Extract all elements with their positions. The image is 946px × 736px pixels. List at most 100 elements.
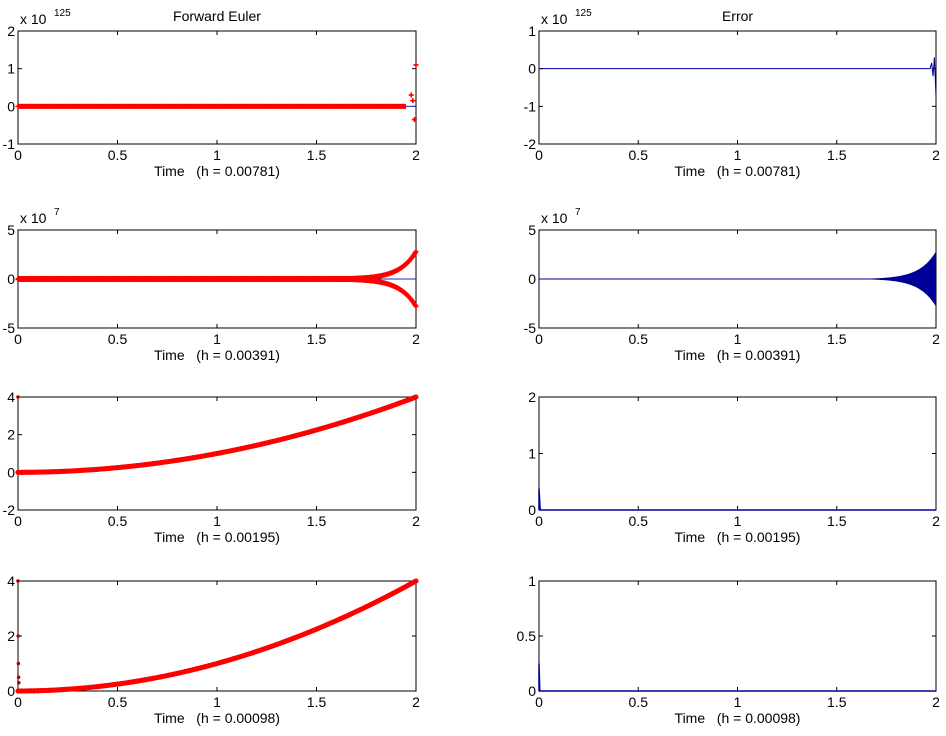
euler-point [397, 587, 403, 593]
y-tick-label: 4 [7, 573, 15, 589]
y-tick-label: 2 [7, 427, 15, 443]
euler-point [294, 432, 300, 438]
euler-point [214, 661, 220, 666]
euler-point [385, 593, 391, 599]
exact-solution-line [18, 580, 417, 692]
euler-point [365, 603, 371, 609]
x-tick-label: 1 [213, 694, 221, 710]
exponent-label: x 10 [541, 210, 568, 226]
euler-point [325, 621, 331, 627]
euler-point [373, 599, 379, 605]
x-axis-label: Time (h = 0.00195) [675, 529, 801, 545]
x-tick-label: 2 [412, 694, 420, 710]
x-tick-label: 0.5 [108, 331, 128, 347]
euler-point [186, 668, 192, 674]
euler-point [349, 416, 355, 422]
euler-point [353, 415, 359, 421]
x-tick-label: 0.5 [108, 147, 128, 163]
euler-point [381, 595, 387, 601]
euler-point [290, 433, 296, 439]
x-axis-label: Time (h = 0.00098) [154, 710, 280, 726]
euler-point [345, 417, 351, 423]
euler-point [262, 646, 268, 652]
y-tick-label: 1 [528, 446, 536, 462]
euler-point [166, 672, 172, 678]
axes-frame [17, 580, 417, 692]
euler-point [341, 614, 347, 620]
euler-point [317, 426, 323, 432]
euler-point [314, 626, 319, 632]
x-tick-label: 0 [14, 147, 22, 163]
exponent-power: 7 [54, 207, 60, 218]
euler-point [377, 407, 383, 413]
euler-point [278, 640, 284, 646]
euler-point [321, 425, 327, 431]
euler-point [246, 651, 252, 657]
euler-point [333, 618, 339, 624]
euler-point [393, 589, 399, 595]
y-tick-label: 1 [7, 61, 15, 77]
euler-point [278, 437, 284, 443]
euler-start-point [16, 579, 20, 583]
euler-point [158, 674, 164, 680]
euler-point [333, 421, 339, 427]
euler-point [369, 601, 375, 607]
x-tick-label: 1.5 [827, 331, 847, 347]
euler-point [282, 436, 288, 442]
euler-point [242, 652, 248, 658]
euler-point [409, 580, 415, 586]
euler-point [218, 659, 224, 665]
euler-point [238, 446, 244, 452]
euler-point [409, 395, 415, 401]
exponent-label: x 10 [20, 11, 47, 27]
x-axis-label: Time (h = 0.00098) [675, 710, 801, 726]
euler-start-point [16, 661, 21, 666]
x-tick-label: 2 [932, 331, 940, 347]
x-tick-label: 0.5 [629, 147, 649, 163]
euler-point [226, 657, 232, 663]
euler-point [302, 631, 308, 637]
euler-point [361, 412, 367, 418]
euler-point [413, 394, 419, 400]
error-oscillation [828, 252, 936, 306]
y-tick-label: 1 [528, 573, 536, 589]
euler-point [270, 643, 276, 649]
x-tick-label: 1.5 [827, 513, 847, 529]
euler-start-point [16, 634, 20, 638]
error-line [539, 57, 937, 97]
euler-point [266, 644, 272, 650]
x-axis-label: Time (h = 0.00391) [675, 347, 801, 363]
euler-point [302, 430, 308, 436]
x-tick-label: 1.5 [307, 694, 327, 710]
euler-curve [15, 578, 419, 694]
x-tick-label: 2 [412, 331, 420, 347]
axes-frame [538, 396, 937, 511]
euler-point [242, 445, 248, 451]
x-tick-label: 2 [932, 513, 940, 529]
x-tick-label: 2 [932, 147, 940, 163]
x-tick-label: 0 [14, 331, 22, 347]
euler-point [258, 647, 264, 653]
euler-point [325, 424, 331, 430]
euler-start-point [16, 395, 20, 399]
euler-point [246, 444, 252, 450]
y-tick-label: 2 [7, 628, 15, 644]
euler-point [381, 406, 387, 412]
euler-point [234, 447, 240, 453]
euler-point [401, 103, 407, 109]
euler-point [202, 664, 208, 670]
euler-point [413, 249, 419, 255]
euler-curve [15, 394, 419, 475]
axes-frame [538, 30, 937, 145]
x-tick-label: 1.5 [827, 147, 847, 163]
x-tick-label: 1 [213, 513, 221, 529]
y-tick-label: 1 [528, 23, 536, 39]
euler-point [361, 605, 367, 611]
euler-point [389, 403, 395, 409]
euler-point [397, 400, 403, 406]
euler-point [401, 398, 407, 404]
euler-point [401, 585, 407, 591]
